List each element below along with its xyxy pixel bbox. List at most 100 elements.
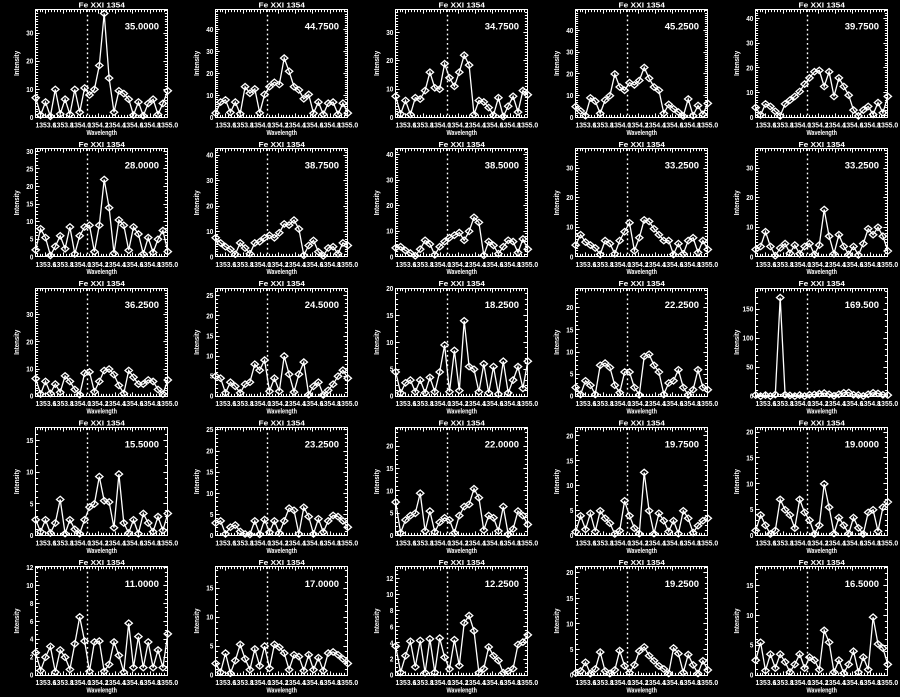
- svg-text:6: 6: [390, 624, 394, 631]
- svg-text:1355.0: 1355.0: [517, 541, 538, 548]
- svg-text:15: 15: [206, 586, 213, 593]
- svg-text:1355.0: 1355.0: [697, 541, 718, 548]
- svg-text:0: 0: [210, 115, 214, 122]
- svg-text:1354.0: 1354.0: [610, 541, 631, 548]
- svg-text:1354.8: 1354.8: [680, 262, 701, 269]
- svg-text:0: 0: [210, 533, 214, 540]
- svg-text:1354.6: 1354.6: [123, 680, 144, 687]
- svg-text:1354.8: 1354.8: [140, 401, 161, 408]
- svg-text:0: 0: [30, 254, 34, 261]
- svg-text:1354.4: 1354.4: [825, 680, 846, 687]
- svg-text:1354.0: 1354.0: [70, 122, 91, 129]
- svg-text:Wavelength: Wavelength: [626, 130, 657, 137]
- svg-text:0: 0: [750, 673, 754, 680]
- svg-text:1354.2: 1354.2: [808, 262, 829, 269]
- svg-text:Fe XXI 1354: Fe XXI 1354: [259, 0, 306, 9]
- svg-text:1353.8: 1353.8: [773, 680, 794, 687]
- svg-text:1354.6: 1354.6: [123, 541, 144, 548]
- svg-text:1354.4: 1354.4: [105, 401, 126, 408]
- svg-text:1355.0: 1355.0: [877, 401, 898, 408]
- svg-text:1354.0: 1354.0: [250, 262, 271, 269]
- svg-text:20: 20: [386, 286, 393, 293]
- svg-text:15: 15: [566, 458, 573, 465]
- svg-text:1353.8: 1353.8: [53, 262, 74, 269]
- svg-text:1354.8: 1354.8: [860, 680, 881, 687]
- svg-text:5: 5: [750, 507, 754, 514]
- svg-text:1353.6: 1353.6: [396, 541, 417, 548]
- svg-text:0: 0: [750, 533, 754, 540]
- svg-text:Wavelength: Wavelength: [446, 548, 477, 555]
- svg-text:1354.2: 1354.2: [628, 541, 649, 548]
- svg-text:10: 10: [386, 488, 393, 495]
- svg-text:10: 10: [566, 483, 573, 490]
- svg-text:0: 0: [390, 115, 394, 122]
- svg-text:0: 0: [30, 394, 34, 401]
- svg-text:1354.4: 1354.4: [285, 401, 306, 408]
- svg-text:0: 0: [210, 673, 214, 680]
- svg-text:22.0000: 22.0000: [485, 440, 519, 451]
- svg-text:1355.0: 1355.0: [157, 541, 178, 548]
- svg-text:1354.8: 1354.8: [320, 122, 341, 129]
- svg-text:Intensity: Intensity: [374, 190, 381, 215]
- svg-text:1354.6: 1354.6: [483, 541, 504, 548]
- svg-text:1354.6: 1354.6: [303, 541, 324, 548]
- svg-text:1354.6: 1354.6: [663, 541, 684, 548]
- svg-text:1354.4: 1354.4: [465, 262, 486, 269]
- svg-text:1354.8: 1354.8: [320, 680, 341, 687]
- svg-text:1353.6: 1353.6: [756, 262, 777, 269]
- svg-text:1354.4: 1354.4: [645, 541, 666, 548]
- svg-text:1354.2: 1354.2: [88, 262, 109, 269]
- svg-text:30: 30: [566, 166, 573, 173]
- svg-text:0: 0: [570, 394, 574, 401]
- svg-text:1354.6: 1354.6: [483, 262, 504, 269]
- svg-text:1355.0: 1355.0: [877, 122, 898, 129]
- svg-text:20: 20: [386, 444, 393, 451]
- svg-text:1354.4: 1354.4: [825, 401, 846, 408]
- svg-text:1353.8: 1353.8: [593, 122, 614, 129]
- svg-text:20: 20: [26, 59, 33, 66]
- svg-text:15: 15: [26, 438, 33, 445]
- svg-text:1354.2: 1354.2: [268, 122, 289, 129]
- svg-text:1353.8: 1353.8: [593, 262, 614, 269]
- svg-text:10: 10: [386, 340, 393, 347]
- svg-text:1353.6: 1353.6: [396, 401, 417, 408]
- svg-text:1354.8: 1354.8: [680, 401, 701, 408]
- svg-text:15: 15: [746, 455, 753, 462]
- svg-text:1354.4: 1354.4: [285, 122, 306, 129]
- svg-text:10: 10: [386, 87, 393, 94]
- svg-text:1354.4: 1354.4: [285, 262, 306, 269]
- svg-text:1355.0: 1355.0: [697, 401, 718, 408]
- svg-text:1354.2: 1354.2: [628, 122, 649, 129]
- svg-text:11.0000: 11.0000: [125, 579, 159, 590]
- svg-text:Intensity: Intensity: [194, 190, 201, 215]
- svg-text:1353.8: 1353.8: [593, 541, 614, 548]
- svg-text:1353.6: 1353.6: [215, 401, 236, 408]
- svg-text:1354.8: 1354.8: [680, 541, 701, 548]
- svg-text:40: 40: [206, 153, 213, 160]
- svg-text:Fe XXI 1354: Fe XXI 1354: [79, 419, 126, 428]
- svg-text:15.5000: 15.5000: [125, 440, 159, 451]
- svg-text:5: 5: [210, 512, 214, 519]
- svg-text:0: 0: [570, 533, 574, 540]
- svg-text:1354.4: 1354.4: [465, 401, 486, 408]
- svg-text:39.7500: 39.7500: [845, 21, 879, 32]
- svg-text:Fe XXI 1354: Fe XXI 1354: [439, 140, 486, 149]
- svg-text:1354.0: 1354.0: [70, 541, 91, 548]
- svg-text:Wavelength: Wavelength: [806, 548, 837, 555]
- svg-text:1354.2: 1354.2: [808, 680, 829, 687]
- svg-text:1354.2: 1354.2: [448, 541, 469, 548]
- svg-text:50: 50: [746, 365, 753, 372]
- svg-text:2: 2: [30, 655, 34, 662]
- svg-text:1353.6: 1353.6: [576, 262, 597, 269]
- svg-text:10: 10: [26, 583, 33, 590]
- svg-text:1354.6: 1354.6: [663, 680, 684, 687]
- svg-text:10: 10: [386, 592, 393, 599]
- svg-text:4: 4: [390, 640, 394, 647]
- svg-text:Wavelength: Wavelength: [446, 687, 477, 694]
- svg-text:1355.0: 1355.0: [157, 401, 178, 408]
- svg-text:1354.6: 1354.6: [303, 122, 324, 129]
- svg-text:5: 5: [570, 508, 574, 515]
- svg-text:1353.8: 1353.8: [233, 122, 254, 129]
- svg-text:30: 30: [26, 149, 33, 156]
- svg-text:30: 30: [746, 41, 753, 48]
